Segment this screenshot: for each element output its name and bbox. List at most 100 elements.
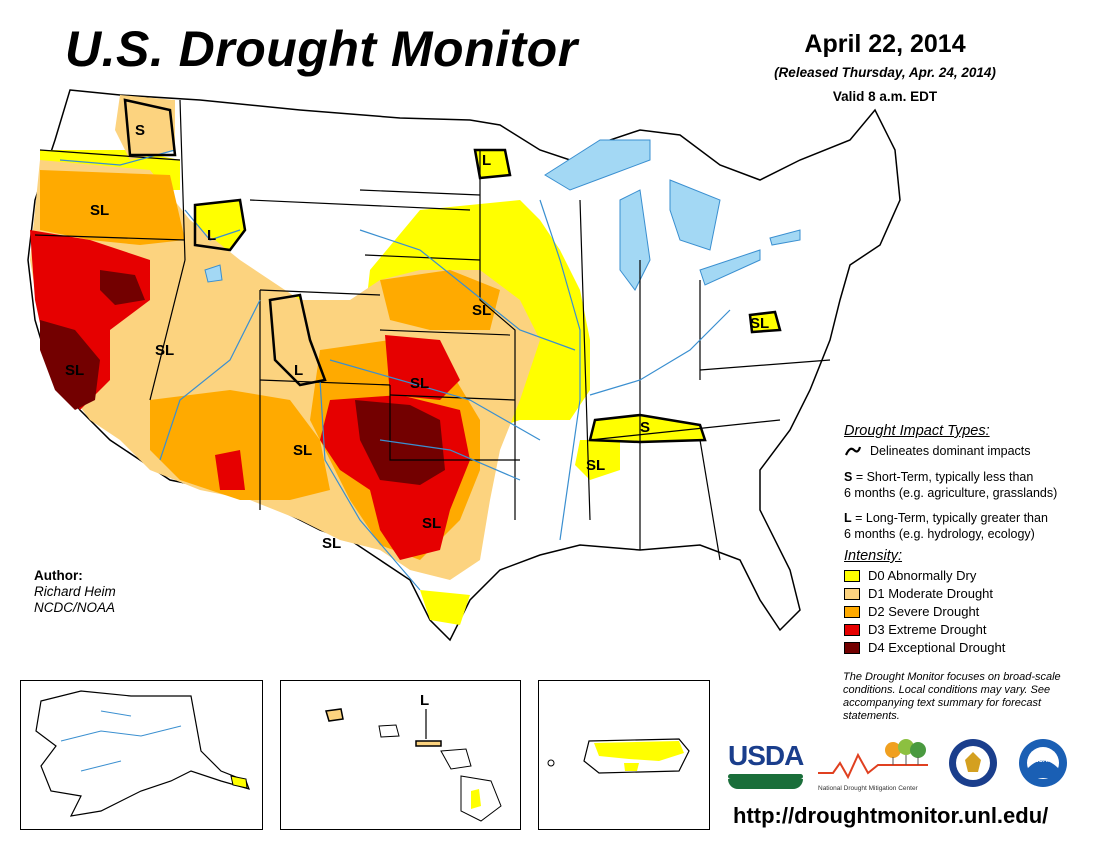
label-l-wy: L — [294, 362, 303, 379]
usda-logo-text: USDA — [728, 740, 804, 771]
ndmc-logo: National Drought Mitigation Center — [818, 735, 933, 792]
border-plains-east — [479, 150, 516, 520]
label-sl-nv: SL — [155, 342, 174, 359]
label-sl-ks: SL — [410, 375, 429, 392]
border-tx — [389, 385, 520, 461]
noaa-logo-graphic — [1019, 739, 1067, 787]
hawaii-kauai — [325, 708, 344, 722]
d1-swatch — [844, 587, 860, 600]
legend-row-d2: D2 Severe Drought — [844, 604, 979, 619]
legend-row-d3: D3 Extreme Drought — [844, 622, 987, 637]
legend-row-d0: D0 Abnormally Dry — [844, 568, 976, 583]
puerto-rico-map — [547, 738, 690, 774]
legend-label-d4: D4 Exceptional Drought — [868, 640, 1006, 655]
impact-types-title: Drought Impact Types: — [844, 423, 990, 439]
noaa-logo: NOAA — [1018, 738, 1068, 788]
great-salt-lake — [204, 264, 223, 283]
map-title: U.S. Drought Monitor — [65, 21, 578, 77]
author-label: Author: — [34, 568, 83, 583]
noaa-logo-text: NOAA — [1034, 758, 1052, 764]
d2-sw — [150, 390, 330, 500]
alaska-outline — [35, 690, 250, 817]
lake-ontario — [769, 229, 801, 246]
hawaii-map: L — [325, 692, 502, 822]
label-sl-ca: SL — [65, 362, 84, 379]
long-term-text: = Long-Term, typically greater than — [851, 511, 1048, 525]
border-mid-east — [579, 199, 591, 521]
river-rio-grande — [319, 379, 421, 591]
label-sl-tx: SL — [422, 515, 441, 532]
river-mississippi — [539, 199, 581, 541]
lake-erie — [699, 249, 761, 286]
border-wa-or — [39, 149, 181, 161]
d0-ms — [575, 440, 620, 480]
impact-line-nd — [473, 148, 512, 180]
alaska-inset — [20, 680, 263, 830]
legend-label-d0: D0 Abnormally Dry — [868, 568, 977, 583]
border-or-ca — [34, 234, 186, 241]
impact-line-pa — [748, 310, 782, 334]
d0-nd — [475, 150, 510, 178]
d2-swatch — [844, 605, 860, 618]
border-wy-co — [259, 289, 381, 296]
usda-logo-swoosh — [728, 774, 803, 779]
d2-ne — [380, 270, 500, 330]
d3-ks — [385, 335, 460, 400]
long-term-code: L — [844, 511, 852, 525]
long-term-text-2: 6 months (e.g. hydrology, ecology) — [844, 527, 1035, 541]
d0-swatch — [844, 569, 860, 582]
puerto-rico-inset — [538, 680, 710, 830]
label-sl-pa: SL — [750, 315, 769, 332]
hawaii-maui — [440, 748, 472, 770]
d3-swatch — [844, 623, 860, 636]
impact-line-icon — [844, 446, 862, 456]
author-block: Author: Richard Heim NCDC/NOAA — [34, 568, 116, 616]
puerto-rico-islet — [547, 759, 555, 767]
legend-label-d2: D2 Severe Drought — [868, 604, 980, 619]
commerce-seal-graphic — [949, 739, 997, 787]
river-ohio — [589, 309, 731, 396]
usda-logo-field — [728, 779, 803, 789]
author-name: Richard Heim — [34, 584, 116, 599]
d4-nv — [100, 270, 145, 305]
state-borders — [34, 99, 831, 561]
border-sd-ne — [364, 254, 481, 261]
border-co-nm — [259, 379, 391, 386]
commerce-seal — [948, 738, 998, 788]
border-nd-sd — [359, 189, 481, 196]
hawaii-molokai — [415, 740, 442, 747]
label-sl-ne: SL — [472, 302, 491, 319]
river-colorado — [159, 299, 261, 461]
hawaii-inset: L — [280, 680, 521, 830]
legend-label-d3: D3 Extreme Drought — [868, 622, 987, 637]
ndmc-logo-text: National Drought Mitigation Center — [818, 785, 918, 792]
d4-swatch — [844, 641, 860, 654]
label-l-nd: L — [482, 152, 491, 169]
border-id — [179, 99, 186, 261]
label-s-pnw: S — [135, 122, 145, 139]
d0-pa — [750, 312, 780, 332]
lake-superior — [544, 139, 651, 191]
border-nv-ut — [149, 259, 186, 401]
hawaii-big-island-d0 — [471, 789, 481, 809]
impact-lines — [123, 98, 782, 444]
valid-time: Valid 8 a.m. EDT — [832, 89, 938, 104]
river-arkansas — [329, 359, 541, 441]
border-ga — [699, 439, 721, 561]
lake-huron — [669, 179, 721, 251]
puerto-rico-d0-south — [624, 763, 639, 771]
legend-row-d4: D4 Exceptional Drought — [844, 640, 1005, 655]
label-l-id: L — [207, 227, 216, 244]
author-org: NCDC/NOAA — [34, 600, 116, 615]
website-url[interactable]: http://droughtmonitor.unl.edu/ — [733, 803, 1049, 828]
d3-az — [215, 450, 245, 490]
map-region-labels: S SL L SL SL L SL SL SL SL SL L S SL SL — [65, 122, 769, 552]
border-ks-ok — [389, 394, 516, 401]
puerto-rico-d0 — [594, 741, 684, 761]
usda-logo: USDA — [728, 740, 804, 790]
long-term-definition: L = Long-Term, typically greater than 6 … — [844, 510, 1094, 542]
border-mt-wy — [249, 199, 471, 211]
river-red — [379, 439, 521, 481]
short-term-code: S — [844, 470, 853, 484]
disclaimer-note: The Drought Monitor focuses on broad-sca… — [843, 671, 1061, 722]
